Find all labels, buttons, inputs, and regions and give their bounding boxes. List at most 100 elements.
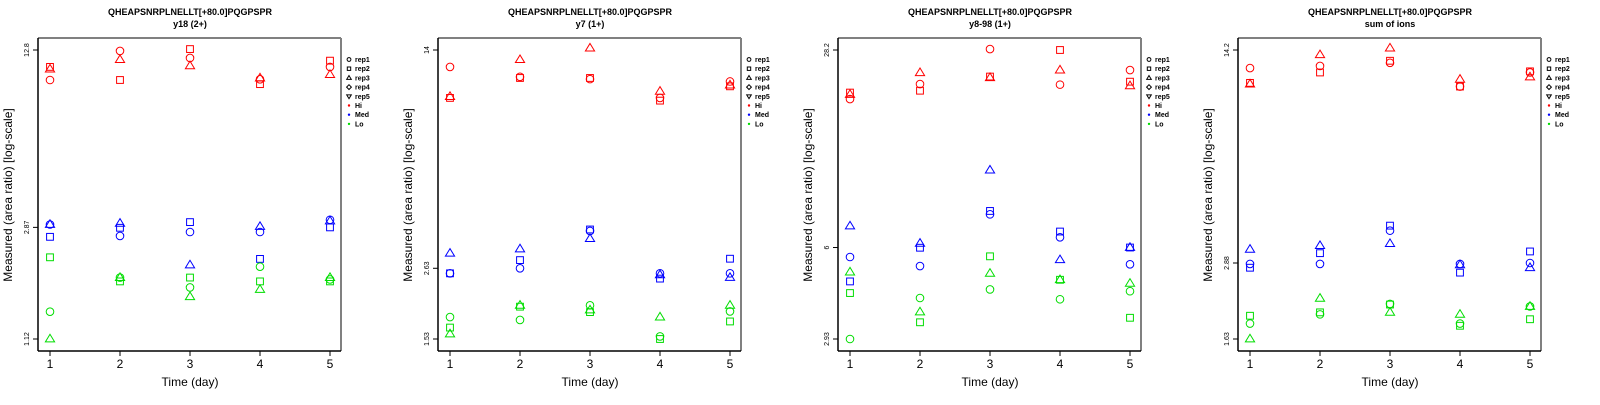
y-tick-label: 1.63 [1224, 332, 1231, 346]
data-point [1055, 233, 1065, 242]
chart-title: QHEAPSNRPLNELLT[+80.0]PQGPSPR [1308, 7, 1473, 17]
x-tick-label: 3 [987, 357, 994, 371]
x-axis-label: Time (day) [162, 375, 219, 389]
series-hi-rep1 [845, 44, 1135, 104]
legend-label: rep1 [355, 57, 370, 64]
data-point [1245, 63, 1255, 73]
data-point [1244, 333, 1256, 343]
data-point [514, 299, 526, 309]
series-lo-rep1 [1245, 299, 1535, 328]
legend-label: Hi [755, 103, 762, 110]
y-axis-label: Measured (area ratio) [log-scale] [1, 108, 15, 281]
legend-item-rep4: rep4 [745, 83, 770, 92]
x-tick-label: 3 [187, 357, 194, 371]
series-hi-rep2 [1246, 56, 1534, 91]
x-axis-label: Time (day) [1362, 375, 1419, 389]
legend-label: rep4 [755, 85, 770, 92]
data-point [1524, 262, 1536, 272]
data-point [1054, 274, 1066, 284]
dot-icon [1547, 104, 1551, 107]
data-point [1125, 260, 1135, 269]
legend-item-rep5: rep5 [345, 94, 370, 101]
legend: rep1 rep2 rep3 rep4 rep5 Hi Med Lo [345, 57, 370, 128]
data-point [185, 283, 195, 292]
legend-label: Lo [1155, 121, 1164, 128]
legend: rep1 rep2 rep3 rep4 rep5 Hi Med Lo [1145, 57, 1170, 128]
chart-panel-1: QHEAPSNRPLNELLT[+80.0]PQGPSPR y18 (2+) 1 2 3… [1, 7, 370, 389]
y-tick-label: 2.93 [824, 332, 831, 346]
x-tick-label: 4 [1057, 357, 1064, 371]
data-point [844, 220, 856, 230]
data-point [1524, 300, 1536, 310]
data-point [724, 299, 736, 309]
y-axis-label: Measured (area ratio) [log-scale] [401, 108, 415, 281]
x-tick-label: 4 [257, 357, 264, 371]
data-point [324, 215, 336, 225]
data-point [1124, 277, 1136, 287]
dot-icon [347, 104, 351, 107]
data-point [1386, 221, 1394, 230]
series-hi-rep3 [844, 64, 1136, 98]
data-point [1384, 306, 1396, 316]
series-lo-rep1 [45, 262, 335, 316]
data-point [725, 77, 735, 86]
legend-item-rep2: rep2 [1546, 66, 1570, 73]
legend-item-med: Med [347, 112, 369, 119]
data-point [985, 285, 995, 294]
legend-label: Med [1155, 112, 1169, 119]
legend-item-rep5: rep5 [1145, 94, 1170, 101]
data-point [116, 223, 124, 232]
x-tick-label: 5 [327, 357, 334, 371]
legend-item-rep4: rep4 [1545, 83, 1570, 92]
x-tick-label: 2 [517, 357, 524, 371]
data-point [114, 53, 126, 64]
legend-label: rep5 [755, 94, 770, 101]
series-med-rep1 [45, 215, 335, 241]
dot-icon [747, 122, 751, 126]
x-tick-label: 5 [727, 357, 734, 371]
data-point [654, 85, 666, 95]
y-tick-label: 28.2 [824, 43, 831, 57]
y-tick-label: 6 [824, 245, 831, 249]
data-point [984, 72, 996, 82]
data-point [986, 252, 994, 261]
legend-item-rep5: rep5 [745, 94, 770, 101]
diamond-icon [1145, 83, 1153, 91]
data-point [444, 328, 456, 338]
y-axis-label: Measured (area ratio) [log-scale] [801, 108, 815, 281]
series-med-rep3 [44, 215, 336, 269]
data-point [726, 254, 734, 263]
legend-item-lo: Lo [747, 121, 764, 128]
diamond-icon [1545, 83, 1553, 91]
chart-panel-4: QHEAPSNRPLNELLT[+80.0]PQGPSPR sum of ions… [1201, 7, 1570, 389]
data-point [725, 307, 735, 316]
data-point [586, 225, 594, 234]
data-point [256, 255, 264, 263]
data-point [255, 262, 265, 272]
data-point [445, 62, 455, 72]
data-point [1524, 71, 1536, 81]
data-point [1456, 321, 1464, 330]
legend-item-rep3: rep3 [1145, 74, 1170, 82]
data-point [1124, 241, 1136, 251]
data-point [655, 93, 665, 103]
series-lo-rep3 [444, 299, 736, 338]
data-point [1386, 56, 1394, 65]
y-tick-label: 1.12 [24, 332, 31, 346]
legend-label: Hi [355, 103, 362, 110]
data-point [1315, 259, 1325, 269]
legend-label: Lo [1555, 121, 1564, 128]
circle-icon [746, 57, 752, 62]
data-point [724, 271, 736, 281]
data-point [1054, 64, 1066, 74]
data-point [845, 334, 855, 344]
chart-panel-3: QHEAPSNRPLNELLT[+80.0]PQGPSPR y8-98 (1+) 1… [801, 7, 1170, 389]
triangle-down-icon [745, 94, 753, 100]
data-point [1055, 294, 1065, 304]
x-tick-label: 4 [1457, 357, 1464, 371]
legend-label: Med [355, 112, 369, 119]
circle-icon [346, 57, 352, 62]
data-point [1125, 65, 1135, 75]
series-lo-rep3 [44, 271, 336, 343]
